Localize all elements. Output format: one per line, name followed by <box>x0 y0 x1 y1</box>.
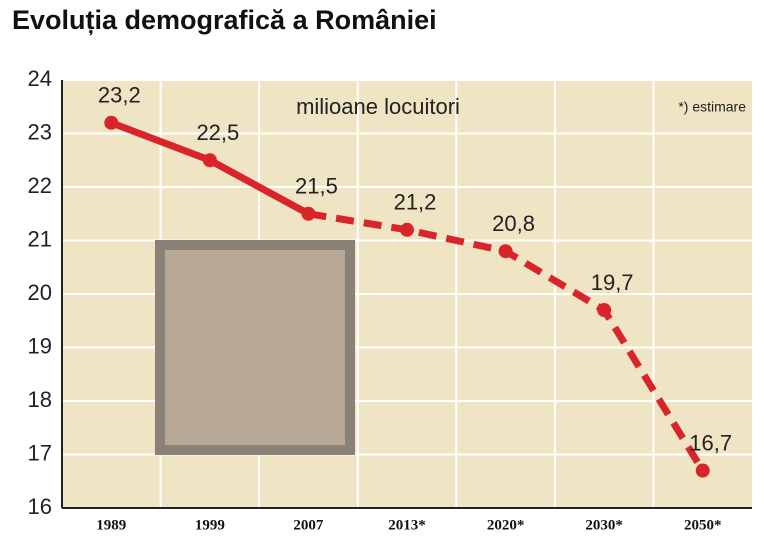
y-tick-label: 20 <box>28 280 52 305</box>
y-tick-label: 24 <box>28 66 52 91</box>
x-tick-label: 2050* <box>684 517 722 533</box>
y-tick-label: 16 <box>28 494 52 519</box>
x-tick-label: 2007 <box>293 517 324 533</box>
value-label: 21,2 <box>394 190 437 215</box>
x-tick-label: 2020* <box>487 517 525 533</box>
value-label: 21,5 <box>295 174 338 199</box>
value-label: 16,7 <box>689 430 732 455</box>
photo-inner <box>165 250 345 445</box>
y-tick-label: 17 <box>28 440 52 465</box>
point <box>597 303 612 318</box>
unit-label: milioane locuitori <box>296 94 460 119</box>
x-tick-label: 2013* <box>388 517 426 533</box>
y-tick-label: 23 <box>28 119 52 144</box>
value-label: 20,8 <box>492 211 535 236</box>
x-tick-label: 1999 <box>195 517 225 533</box>
value-label: 23,2 <box>98 83 141 108</box>
y-tick-label: 19 <box>28 333 52 358</box>
point <box>695 463 710 478</box>
point <box>104 115 119 130</box>
point <box>400 222 414 237</box>
x-tick-label: 2030* <box>585 517 623 533</box>
y-tick-label: 18 <box>28 387 52 412</box>
value-label: 22,5 <box>196 120 239 145</box>
value-label: 19,7 <box>591 270 634 295</box>
y-tick-label: 21 <box>28 226 52 251</box>
point <box>498 244 513 259</box>
x-tick-label: 1989 <box>96 517 126 533</box>
note: *) estimare <box>678 99 746 115</box>
chart-title: Evoluția demografică a României <box>12 5 437 35</box>
point <box>202 153 217 168</box>
y-tick-label: 22 <box>28 173 52 198</box>
point <box>301 206 316 221</box>
